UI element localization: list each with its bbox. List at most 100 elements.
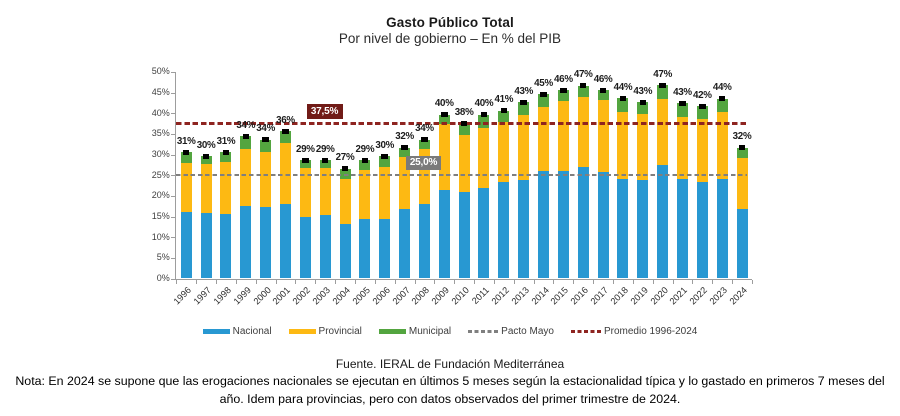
bar-segment-provincial bbox=[180, 162, 192, 212]
legend-swatch-icon bbox=[288, 329, 316, 334]
y-axis-tick bbox=[171, 113, 176, 115]
legend-swatch-icon bbox=[202, 329, 230, 334]
x-axis-tick bbox=[573, 279, 575, 284]
bar-segment-provincial bbox=[716, 112, 728, 179]
total-label: 32% bbox=[732, 131, 752, 143]
total-label: 44% bbox=[613, 81, 633, 93]
x-axis-tick bbox=[434, 279, 436, 284]
total-marker bbox=[361, 157, 369, 163]
y-axis-label: 15% bbox=[151, 211, 170, 222]
ref-line-pacto-mayo bbox=[176, 174, 747, 177]
bar-segment-nacional bbox=[339, 224, 351, 279]
total-marker bbox=[560, 87, 567, 93]
bar-segment-nacional bbox=[220, 213, 232, 279]
x-axis-tick bbox=[275, 279, 277, 284]
bar-segment-municipal bbox=[736, 147, 748, 159]
chart-legend: Nacional Provincial Municipal Pacto Mayo Pro… bbox=[0, 326, 900, 337]
bar-segment-municipal bbox=[279, 131, 291, 144]
total-marker bbox=[222, 149, 230, 155]
bar-segment-municipal bbox=[498, 110, 510, 122]
total-marker bbox=[460, 120, 468, 126]
x-axis-tick bbox=[255, 279, 257, 284]
bar-segment-municipal bbox=[657, 85, 669, 99]
bar-segment-provincial bbox=[458, 135, 470, 193]
total-label: 40% bbox=[474, 98, 494, 110]
y-axis-tick bbox=[171, 175, 176, 177]
x-axis-tick bbox=[354, 279, 356, 284]
legend-dash-icon bbox=[570, 330, 601, 333]
total-marker bbox=[282, 128, 289, 134]
bar-segment-municipal bbox=[418, 139, 430, 150]
bar-segment-provincial bbox=[200, 164, 212, 214]
bar-segment-nacional bbox=[498, 182, 510, 279]
bar-segment-provincial bbox=[557, 101, 569, 172]
bar-segment-nacional bbox=[438, 190, 450, 279]
total-marker bbox=[302, 157, 309, 163]
x-axis-tick bbox=[613, 279, 614, 284]
x-axis-tick bbox=[374, 279, 376, 284]
total-label: 34% bbox=[236, 119, 256, 131]
x-axis-tick bbox=[394, 279, 396, 284]
x-axis-tick bbox=[315, 279, 317, 284]
y-axis-label: 0% bbox=[156, 273, 170, 283]
total-label: 31% bbox=[216, 135, 236, 147]
x-axis-tick bbox=[751, 279, 753, 284]
bar-segment-provincial bbox=[399, 157, 411, 210]
total-label: 40% bbox=[434, 98, 454, 110]
total-label: 46% bbox=[593, 73, 613, 85]
total-label: 41% bbox=[494, 94, 514, 106]
x-axis-tick bbox=[632, 279, 634, 284]
ref-label-pacto-mayo: 25,0% bbox=[406, 155, 441, 170]
x-axis-tick bbox=[335, 279, 337, 284]
total-label: 42% bbox=[692, 89, 712, 101]
legend-item-promedio: Promedio 1996-2024 bbox=[570, 326, 698, 337]
bar-segment-nacional bbox=[379, 219, 391, 279]
total-label: 43% bbox=[673, 86, 692, 98]
bar-segment-provincial bbox=[736, 158, 748, 210]
bar-segment-municipal bbox=[180, 152, 192, 163]
total-label: 30% bbox=[196, 139, 216, 151]
legend-item-nacional: Nacional bbox=[202, 326, 272, 337]
bar-segment-provincial bbox=[676, 116, 688, 180]
bar-segment-nacional bbox=[299, 216, 311, 279]
x-axis-tick bbox=[176, 279, 178, 284]
bar-segment-provincial bbox=[260, 151, 272, 207]
bar-segment-municipal bbox=[716, 98, 728, 113]
total-marker bbox=[262, 137, 269, 143]
chart-title: Gasto Público Total bbox=[386, 15, 514, 30]
legend-label: Nacional bbox=[232, 326, 272, 337]
x-axis-tick bbox=[672, 279, 674, 284]
total-marker bbox=[599, 87, 607, 93]
bar-segment-nacional bbox=[240, 205, 252, 279]
bar-segment-municipal bbox=[299, 160, 311, 169]
bar-segment-nacional bbox=[458, 192, 470, 279]
bar-segment-provincial bbox=[319, 168, 331, 215]
bar-segment-provincial bbox=[478, 128, 490, 188]
x-axis-tick bbox=[732, 279, 734, 284]
x-axis-tick bbox=[474, 279, 476, 284]
note-line-2: año. Idem para provincias, pero con dato… bbox=[219, 392, 681, 406]
bar-segment-nacional bbox=[260, 207, 272, 279]
bar-segment-provincial bbox=[518, 115, 530, 181]
bar-segment-nacional bbox=[319, 214, 331, 279]
source-text: Fuente. IERAL de Fundación Mediterránea bbox=[335, 357, 565, 371]
y-axis-label: 35% bbox=[151, 128, 170, 139]
bar-segment-municipal bbox=[557, 90, 569, 102]
y-axis-tick bbox=[171, 71, 176, 73]
total-label: 45% bbox=[534, 77, 553, 89]
total-marker bbox=[659, 82, 666, 88]
legend-item-provincial: Provincial bbox=[288, 326, 362, 337]
y-axis-label: 20% bbox=[151, 190, 170, 201]
y-axis-tick bbox=[171, 278, 176, 280]
bar-segment-nacional bbox=[359, 219, 371, 279]
bar-segment-municipal bbox=[260, 139, 272, 152]
bar-segment-provincial bbox=[339, 178, 351, 225]
total-label: 29% bbox=[315, 143, 335, 155]
bar-segment-provincial bbox=[379, 166, 391, 220]
total-label: 34% bbox=[415, 123, 434, 135]
bar-segment-nacional bbox=[478, 188, 490, 279]
y-axis-label: 40% bbox=[151, 107, 170, 118]
legend-label: Promedio 1996-2024 bbox=[603, 326, 698, 337]
y-axis-label: 50% bbox=[151, 66, 170, 77]
